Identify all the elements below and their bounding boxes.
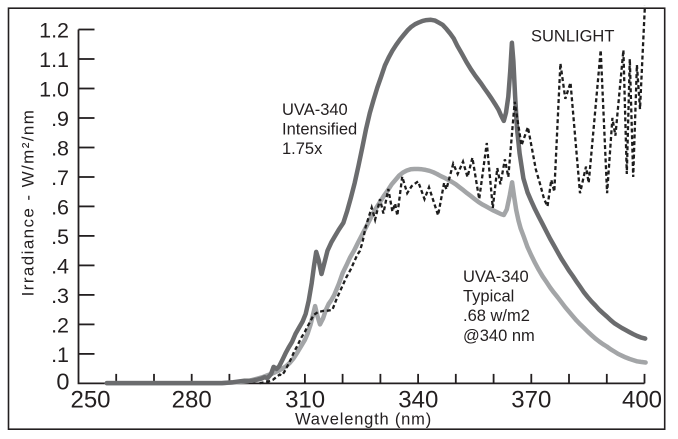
svg-text:UVA-340: UVA-340 bbox=[463, 268, 529, 286]
svg-text:.2: .2 bbox=[51, 313, 69, 337]
svg-text:.3: .3 bbox=[51, 284, 69, 308]
svg-text:.6: .6 bbox=[51, 195, 69, 219]
svg-text:.4: .4 bbox=[51, 254, 69, 278]
svg-text:.5: .5 bbox=[51, 225, 69, 249]
svg-text:250: 250 bbox=[70, 386, 110, 413]
svg-text:Wavelength (nm): Wavelength (nm) bbox=[295, 411, 432, 429]
svg-text:1.0: 1.0 bbox=[39, 77, 69, 101]
svg-text:340: 340 bbox=[398, 386, 438, 413]
svg-text:310: 310 bbox=[285, 386, 325, 413]
svg-text:1.75x: 1.75x bbox=[282, 140, 323, 158]
svg-text:Intensified: Intensified bbox=[282, 121, 357, 139]
svg-text:.8: .8 bbox=[51, 136, 69, 160]
svg-text:SUNLIGHT: SUNLIGHT bbox=[531, 27, 614, 45]
svg-text:.9: .9 bbox=[51, 107, 69, 131]
svg-text:@340 nm: @340 nm bbox=[463, 327, 535, 345]
svg-text:.68 w/m2: .68 w/m2 bbox=[463, 307, 530, 325]
svg-text:.7: .7 bbox=[51, 166, 69, 190]
svg-text:1.2: 1.2 bbox=[39, 18, 69, 42]
svg-text:Typical: Typical bbox=[463, 288, 514, 306]
svg-text:.1: .1 bbox=[51, 343, 69, 367]
svg-text:280: 280 bbox=[172, 386, 212, 413]
svg-text:UVA-340: UVA-340 bbox=[282, 101, 348, 119]
svg-text:1.1: 1.1 bbox=[39, 48, 69, 72]
svg-text:0: 0 bbox=[56, 369, 69, 395]
svg-text:400: 400 bbox=[622, 386, 662, 413]
svg-text:Irradiance - W/m²/nm: Irradiance - W/m²/nm bbox=[19, 109, 38, 297]
svg-text:370: 370 bbox=[511, 386, 551, 413]
